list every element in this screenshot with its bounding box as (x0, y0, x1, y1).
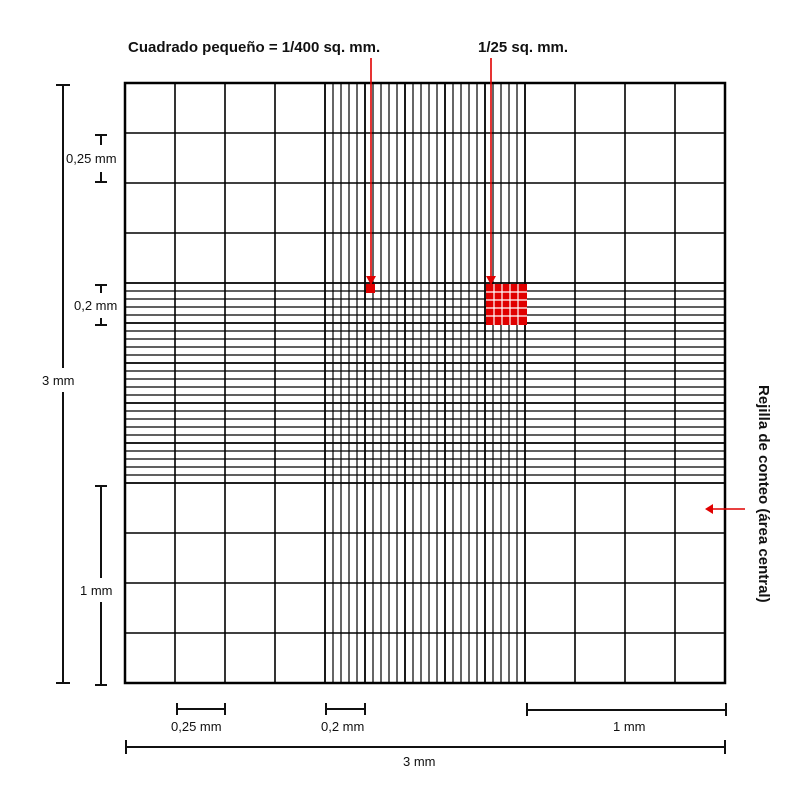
small-square-highlight (366, 284, 375, 293)
bottom-3mm-label: 3 mm (403, 754, 436, 769)
bottom-02mm-label: 0,2 mm (321, 719, 364, 734)
left-dimensions (56, 84, 107, 686)
small-square-label: Cuadrado pequeño = 1/400 sq. mm. (128, 39, 380, 56)
left-3mm-label: 3 mm (42, 373, 75, 388)
bottom-1mm-label: 1 mm (613, 719, 646, 734)
counting-area-label: Rejilla de conteo (área central) (755, 385, 772, 603)
left-02mm-label: 0,2 mm (74, 298, 117, 313)
medium-square-highlight (486, 284, 527, 325)
left-025mm-label: 0,25 mm (66, 151, 117, 166)
medium-square-label: 1/25 sq. mm. (478, 39, 568, 56)
grid-border (123, 81, 727, 685)
small-square-arrow (366, 58, 376, 285)
counting-area-arrow (705, 504, 745, 514)
left-1mm-label: 1 mm (80, 583, 113, 598)
bottom-025mm-label: 0,25 mm (171, 719, 222, 734)
counting-grid (123, 81, 727, 685)
bottom-dimensions (125, 703, 727, 754)
medium-square-arrow (486, 58, 496, 285)
